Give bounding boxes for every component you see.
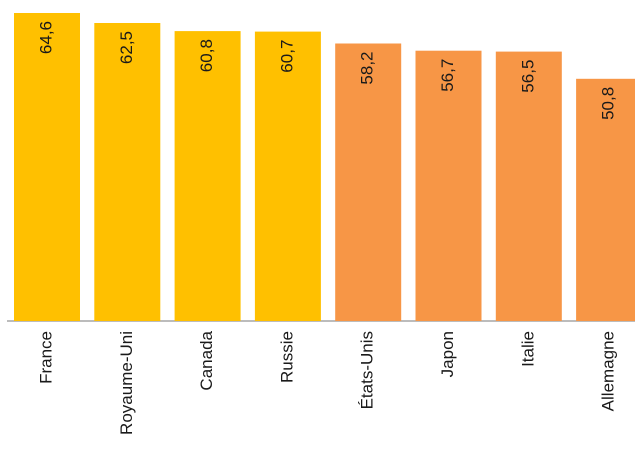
value-label-6: 56,5: [518, 60, 537, 93]
value-label-0: 64,6: [36, 21, 55, 54]
bar-2: [175, 31, 241, 321]
category-label-6: Italie: [518, 331, 537, 367]
category-labels-group: France Royaume-Uni Canada Russie États-Unis J…: [36, 330, 617, 434]
value-label-2: 60,8: [197, 39, 216, 72]
value-label-3: 60,7: [277, 40, 296, 73]
category-label-0: France: [36, 331, 55, 384]
category-label-2: Canada: [197, 330, 216, 390]
value-label-5: 56,7: [438, 59, 457, 92]
category-label-5: Japon: [438, 331, 457, 377]
category-label-4: États-Unis: [358, 331, 377, 409]
bar-0: [14, 13, 80, 321]
category-label-7: Allemagne: [599, 331, 618, 411]
value-label-7: 50,8: [599, 87, 618, 120]
bar-1: [94, 23, 160, 321]
value-label-1: 62,5: [117, 31, 136, 64]
category-label-3: Russie: [277, 331, 296, 383]
bar-3: [255, 32, 321, 321]
bars-group: [14, 13, 635, 321]
category-label-1: Royaume-Uni: [117, 331, 136, 435]
value-label-4: 58,2: [358, 52, 377, 85]
